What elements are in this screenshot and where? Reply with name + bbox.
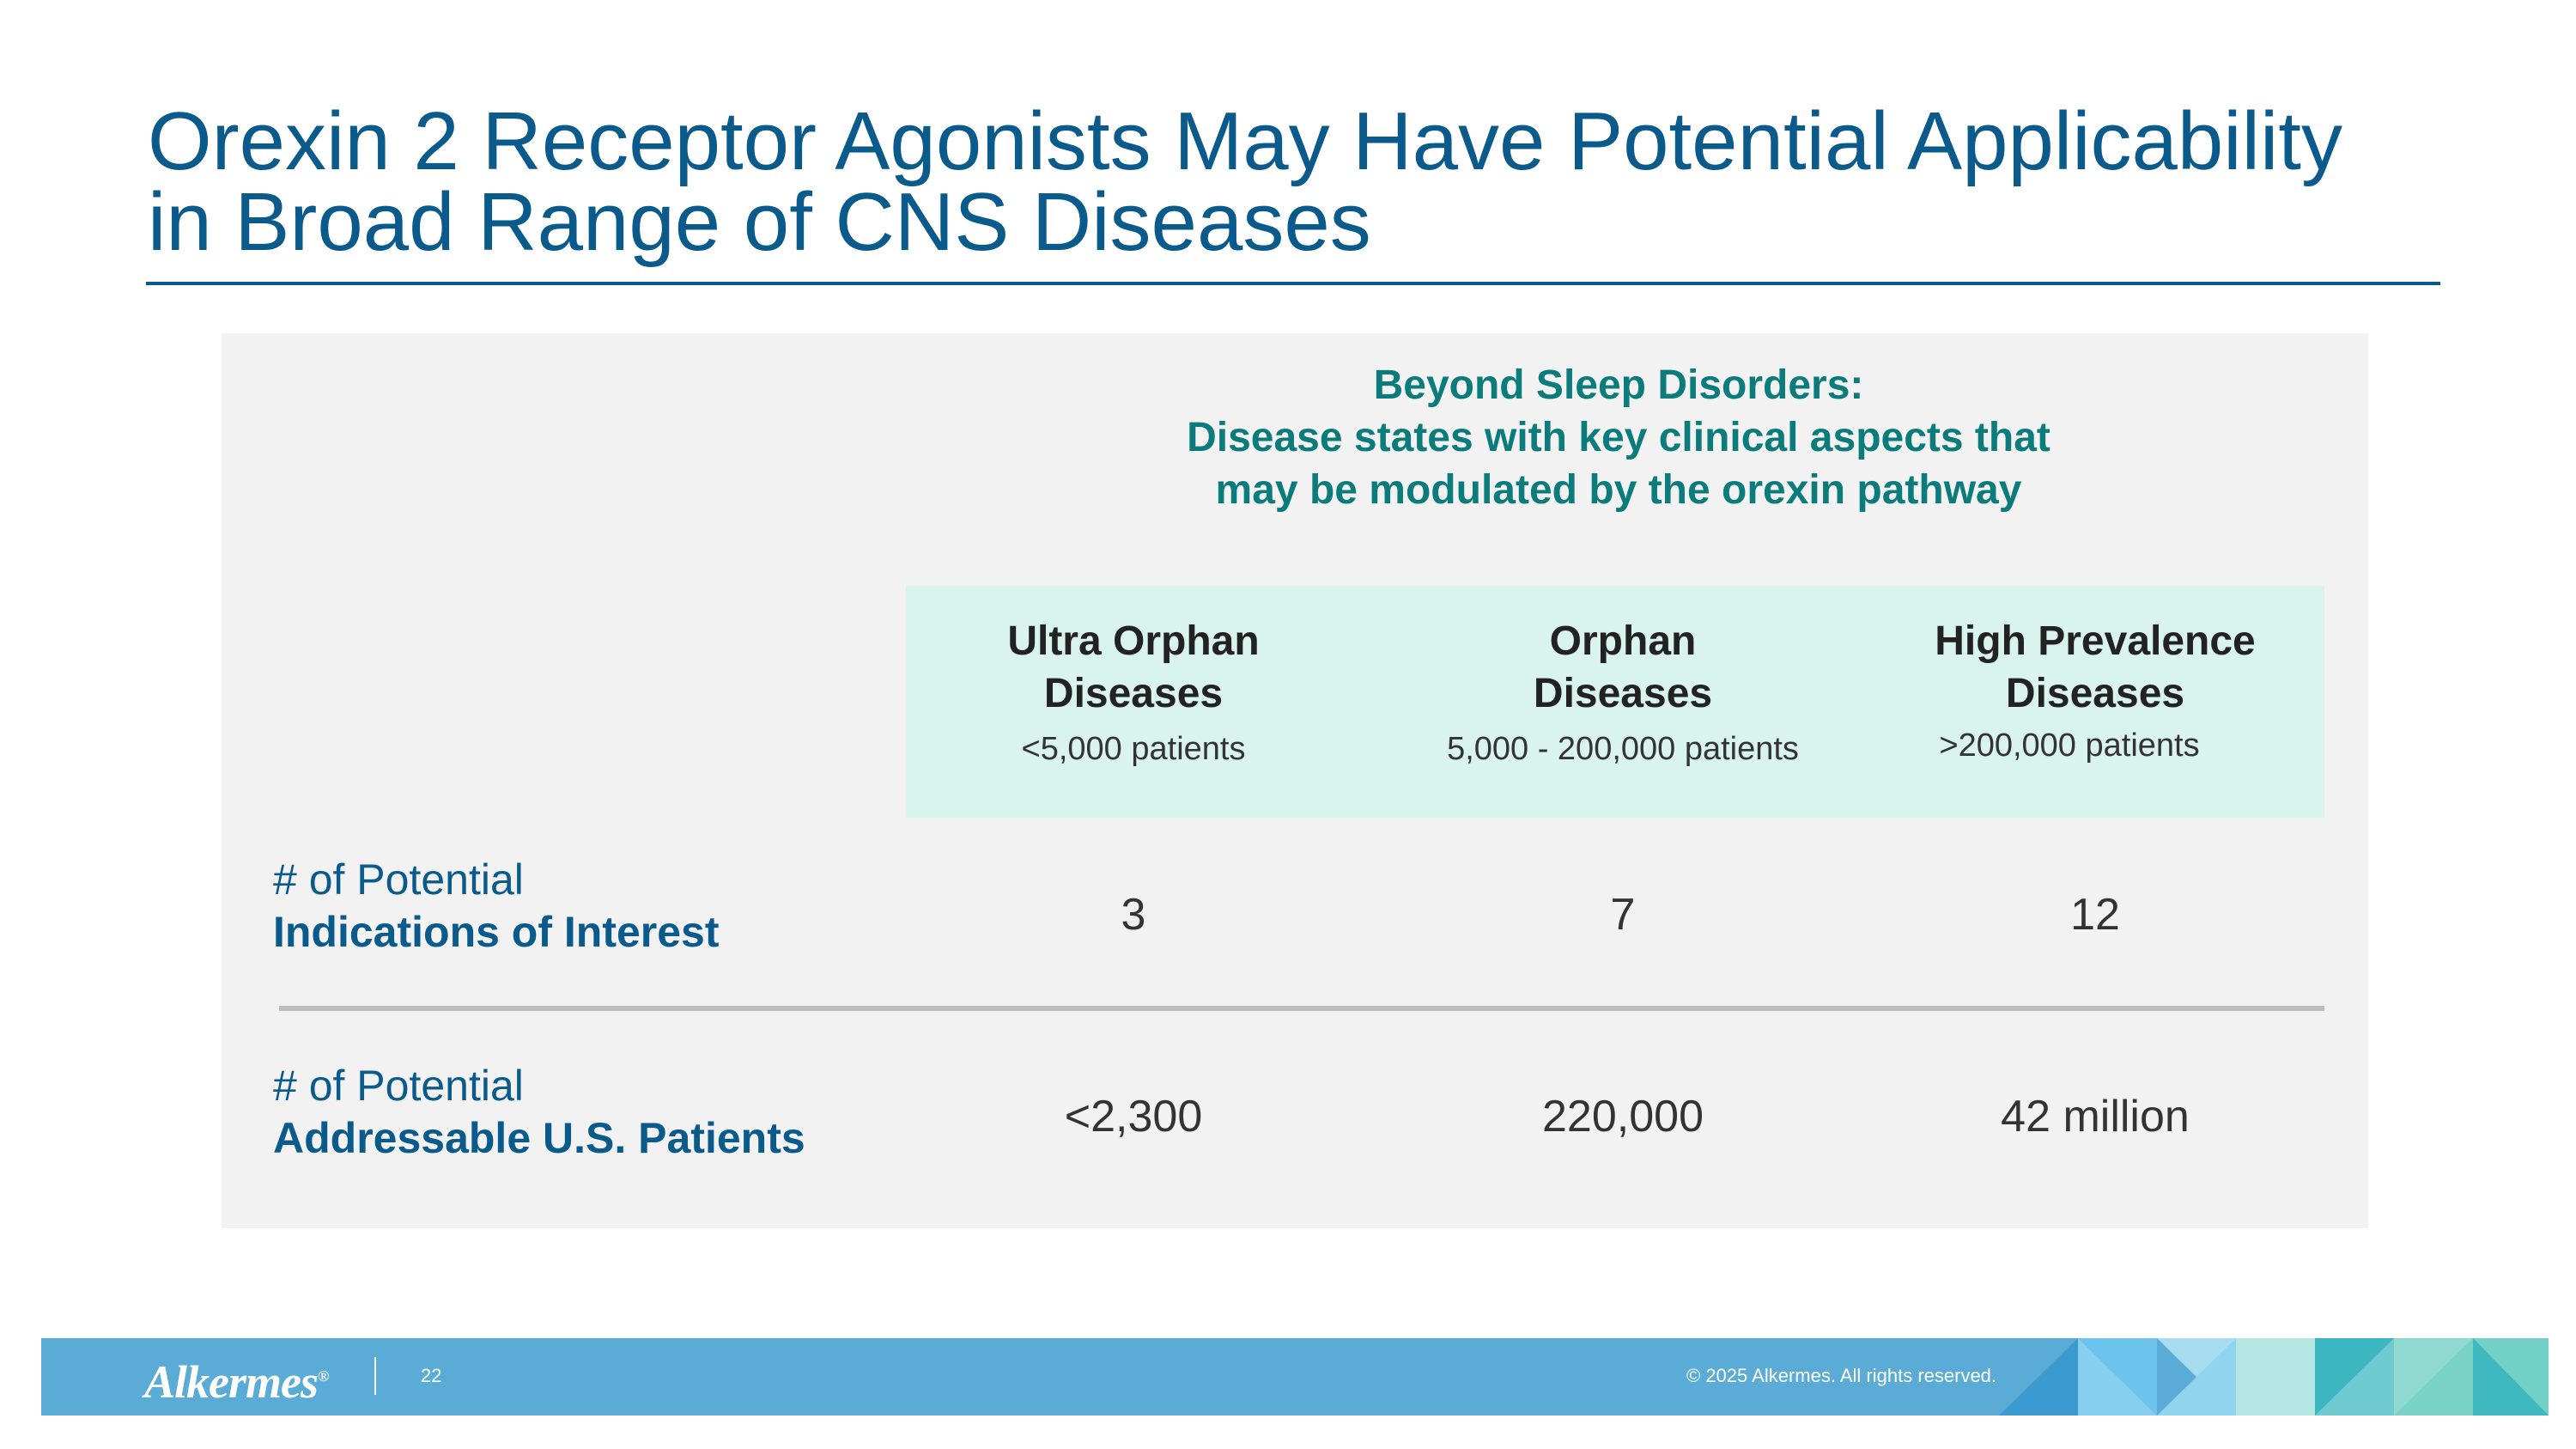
decor-triangle-1 [1999,1338,2078,1416]
row-divider [279,1006,2324,1011]
section-heading-line-2: Disease states with key clinical aspects… [1187,415,2050,460]
decor-triangle-5 [2157,1338,2236,1416]
decor-triangle-10 [2473,1338,2549,1416]
section-heading: Beyond Sleep Disorders: Disease states w… [1073,359,2164,516]
row-label-indications: # of Potential Indications of Interest [273,854,720,959]
row-label-line-1: # of Potential [273,1062,524,1110]
category-header-band [906,586,2324,818]
decor-triangle-3 [2078,1338,2157,1416]
category-name-line-2: Diseases [2005,671,2185,716]
category-range: <5,000 patients [1021,731,1246,767]
row-label-patients: # of Potential Addressable U.S. Patients [273,1060,805,1165]
logo-separator [374,1357,376,1395]
section-heading-line-1: Beyond Sleep Disorders: [1373,362,1864,408]
title-line-1: Orexin 2 Receptor Agonists May Have Pote… [148,95,2342,187]
value-indications-ultra-orphan: 3 [1121,890,1146,940]
logo-text: Alkermes [144,1356,319,1408]
value-patients-orphan: 220,000 [1542,1092,1704,1142]
page-number: 22 [421,1365,442,1386]
category-range: 5,000 - 200,000 patients [1447,731,1799,767]
copyright-notice: © 2025 Alkermes. All rights reserved. [1686,1365,1997,1386]
row-label-line-2: Addressable U.S. Patients [273,1114,805,1162]
section-heading-line-3: may be modulated by the orexin pathway [1215,467,2022,513]
logo-registered-mark: ® [318,1367,329,1385]
row-label-line-2: Indications of Interest [273,908,720,956]
category-range: >200,000 patients [1939,728,2200,764]
decor-triangle-8 [2394,1338,2473,1416]
value-patients-ultra-orphan: <2,300 [1064,1092,1203,1142]
category-name-line-1: Orphan [1549,618,1697,664]
decor-square-1 [2236,1338,2315,1416]
value-patients-high-prevalence: 42 million [2001,1092,2190,1142]
category-ultra-orphan: Ultra Orphan Diseases <5,000 patients [962,615,1305,770]
footer-bar: Alkermes® 22 © 2025 Alkermes. All rights… [41,1338,2549,1416]
category-orphan: Orphan Diseases 5,000 - 200,000 patients [1391,615,1855,770]
alkermes-logo: Alkermes® [144,1350,329,1408]
value-indications-orphan: 7 [1610,890,1636,940]
value-indications-high-prevalence: 12 [2070,890,2120,940]
category-name-line-1: Ultra Orphan [1007,618,1260,664]
title-line-2: in Broad Range of CNS Diseases [148,176,1371,268]
row-label-line-1: # of Potential [273,855,524,904]
category-name-line-2: Diseases [1533,671,1713,716]
category-high-prevalence: High Prevalence Diseases >200,000 patien… [1880,615,2310,766]
slide-title: Orexin 2 Receptor Agonists May Have Pote… [148,95,2466,268]
decor-triangle-7 [2315,1338,2394,1416]
title-divider [146,282,2440,285]
category-name-line-2: Diseases [1043,671,1224,716]
category-name-line-1: High Prevalence [1935,618,2256,664]
decorative-triangles [1999,1338,2549,1416]
